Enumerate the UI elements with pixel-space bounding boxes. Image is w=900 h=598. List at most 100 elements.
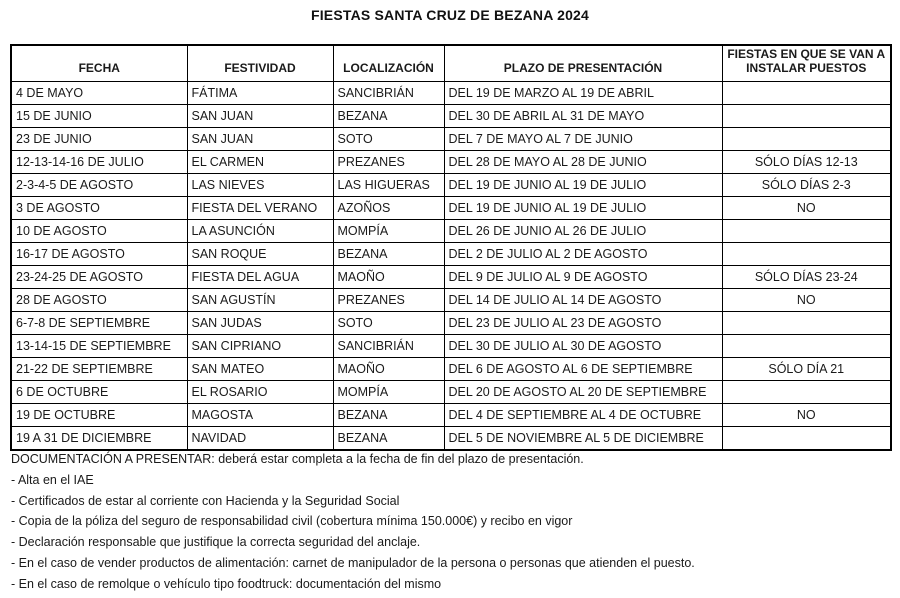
cell-festividad: LAS NIEVES [186,172,334,197]
cell-plazo: DEL 19 DE JUNIO AL 19 DE JULIO [443,195,723,220]
cell-plazo: DEL 23 DE JULIO AL 23 DE AGOSTO [443,310,723,335]
cell-festividad: SAN JUDAS [186,310,334,335]
cell-localizacion: BEZANA [332,103,445,128]
table-row: 12-13-14-16 DE JULIO EL CARMEN PREZANES DEL… [10,149,892,174]
note-item: - Declaración responsable que justifique… [11,535,421,549]
cell-puestos [721,80,892,105]
cell-festividad: SAN AGUSTÍN [186,287,334,312]
cell-plazo: DEL 2 DE JULIO AL 2 DE AGOSTO [443,241,723,266]
table-row: 15 DE JUNIO SAN JUAN BEZANA DEL 30 DE ABRIL… [10,103,892,128]
cell-plazo: DEL 30 DE ABRIL AL 31 DE MAYO [443,103,723,128]
note-item: - Copia de la póliza del seguro de respo… [11,514,573,529]
cell-plazo: DEL 7 DE MAYO AL 7 DE JUNIO [443,126,723,151]
table-row: 6 DE OCTUBRE EL ROSARIO MOMPÍA DEL 20 DE AG… [10,379,892,404]
cell-festividad: EL CARMEN [186,149,334,174]
cell-fecha: 6-7-8 DE SEPTIEMBRE [10,310,188,335]
cell-localizacion: MAOÑO [332,356,445,381]
cell-festividad: FIESTA DEL AGUA [186,264,334,289]
cell-festividad: SAN ROQUE [186,241,334,266]
cell-localizacion: SOTO [332,126,445,151]
table-header: FECHA FESTIVIDAD LOCALIZACIÓN PLAZO DE P… [10,44,892,82]
cell-puestos: SÓLO DÍAS 12-13 [721,149,892,174]
cell-localizacion: MOMPÍA [332,218,445,243]
cell-localizacion: LAS HIGUERAS [332,172,445,197]
cell-puestos: SÓLO DÍAS 2-3 [721,172,892,197]
cell-puestos [721,103,892,128]
cell-localizacion: MOMPÍA [332,379,445,404]
cell-festividad: LA ASUNCIÓN [186,218,334,243]
cell-plazo: DEL 14 DE JULIO AL 14 DE AGOSTO [443,287,723,312]
cell-fecha: 23-24-25 DE AGOSTO [10,264,188,289]
cell-fecha: 10 DE AGOSTO [10,218,188,243]
cell-fecha: 23 DE JUNIO [10,126,188,151]
cell-festividad: FÁTIMA [186,80,334,105]
cell-puestos [721,379,892,404]
note-item: - Certificados de estar al corriente con… [11,493,400,508]
notes-section: DOCUMENTACIÓN A PRESENTAR: deberá estar … [11,452,891,598]
cell-puestos: SÓLO DÍA 21 [721,356,892,381]
cell-fecha: 15 DE JUNIO [10,103,188,128]
cell-puestos [721,425,892,451]
header-row: FECHA FESTIVIDAD LOCALIZACIÓN PLAZO DE P… [10,44,892,82]
cell-localizacion: SANCIBRIÁN [332,80,445,105]
cell-localizacion: AZOÑOS [332,195,445,220]
cell-festividad: MAGOSTA [186,402,334,427]
cell-puestos [721,241,892,266]
cell-fecha: 12-13-14-16 DE JULIO [10,149,188,174]
cell-fecha: 13-14-15 DE SEPTIEMBRE [10,333,188,358]
cell-puestos [721,218,892,243]
cell-festividad: NAVIDAD [186,425,334,451]
cell-plazo: DEL 28 DE MAYO AL 28 DE JUNIO [443,149,723,174]
cell-puestos: SÓLO DÍAS 23-24 [721,264,892,289]
cell-localizacion: SANCIBRIÁN [332,333,445,358]
cell-localizacion: BEZANA [332,241,445,266]
cell-localizacion: BEZANA [332,425,445,451]
table-row: 4 DE MAYO FÁTIMA SANCIBRIÁN DEL 19 DE MARZO… [10,80,892,105]
cell-fecha: 19 A 31 DE DICIEMBRE [10,425,188,451]
cell-localizacion: SOTO [332,310,445,335]
cell-fecha: 3 DE AGOSTO [10,195,188,220]
cell-plazo: DEL 6 DE AGOSTO AL 6 DE SEPTIEMBRE [443,356,723,381]
header-localizacion: LOCALIZACIÓN [332,44,445,82]
header-plazo: PLAZO DE PRESENTACIÓN [443,44,723,82]
table-row: 10 DE AGOSTO LA ASUNCIÓN MOMPÍA DEL 26 DE J… [10,218,892,243]
table-row: 2-3-4-5 DE AGOSTO LAS NIEVES LAS HIGUERAS D… [10,172,892,197]
cell-plazo: DEL 20 DE AGOSTO AL 20 DE SEPTIEMBRE [443,379,723,404]
cell-fecha: 19 DE OCTUBRE [10,402,188,427]
cell-puestos [721,126,892,151]
table-row: 3 DE AGOSTO FIESTA DEL VERANO AZOÑOS DEL 19… [10,195,892,220]
cell-localizacion: MAOÑO [332,264,445,289]
table-row: 16-17 DE AGOSTO SAN ROQUE BEZANA DEL 2 DE J… [10,241,892,266]
cell-plazo: DEL 30 DE JULIO AL 30 DE AGOSTO [443,333,723,358]
cell-festividad: SAN CIPRIANO [186,333,334,358]
cell-plazo: DEL 26 DE JUNIO AL 26 DE JULIO [443,218,723,243]
cell-fecha: 16-17 DE AGOSTO [10,241,188,266]
cell-puestos: NO [721,195,892,220]
cell-plazo: DEL 19 DE JUNIO AL 19 DE JULIO [443,172,723,197]
cell-puestos [721,310,892,335]
table-row: 21-22 DE SEPTIEMBRE SAN MATEO MAOÑO DEL 6 D… [10,356,892,381]
fiestas-table: FECHA FESTIVIDAD LOCALIZACIÓN PLAZO DE P… [10,44,892,451]
notes-intro: DOCUMENTACIÓN A PRESENTAR: deberá estar … [11,452,584,466]
cell-localizacion: PREZANES [332,287,445,312]
cell-plazo: DEL 9 DE JULIO AL 9 DE AGOSTO [443,264,723,289]
table-row: 13-14-15 DE SEPTIEMBRE SAN CIPRIANO SANCIB… [10,333,892,358]
cell-fecha: 6 DE OCTUBRE [10,379,188,404]
cell-puestos [721,333,892,358]
cell-puestos: NO [721,402,892,427]
cell-plazo: DEL 19 DE MARZO AL 19 DE ABRIL [443,80,723,105]
cell-fecha: 28 DE AGOSTO [10,287,188,312]
page-title: FIESTAS SANTA CRUZ DE BEZANA 2024 [310,7,590,23]
cell-fecha: 2-3-4-5 DE AGOSTO [10,172,188,197]
note-item: - En el caso de vender productos de alim… [11,555,695,570]
cell-localizacion: PREZANES [332,149,445,174]
cell-localizacion: BEZANA [332,402,445,427]
cell-festividad: FIESTA DEL VERANO [186,195,334,220]
cell-festividad: SAN JUAN [186,103,334,128]
cell-festividad: SAN JUAN [186,126,334,151]
cell-fecha: 21-22 DE SEPTIEMBRE [10,356,188,381]
note-item: - En el caso de remolque o vehículo tipo… [11,576,442,591]
note-item: - Alta en el IAE [11,472,94,487]
cell-fecha: 4 DE MAYO [10,80,188,105]
cell-puestos: NO [721,287,892,312]
